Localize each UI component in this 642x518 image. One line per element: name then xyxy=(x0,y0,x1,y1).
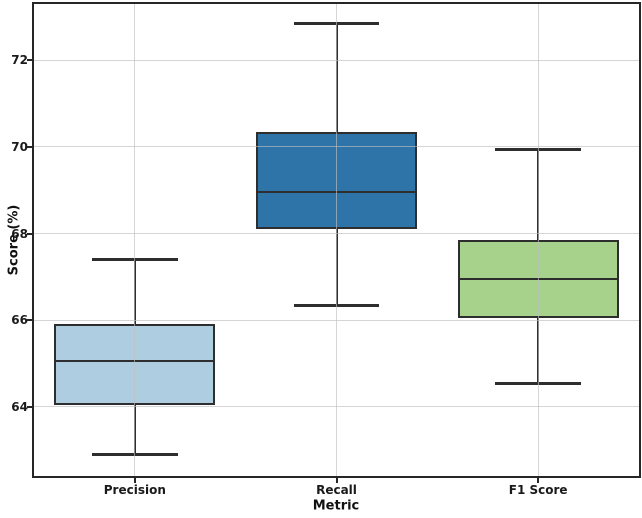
y-tick-mark xyxy=(27,405,32,408)
h-gridline xyxy=(34,406,639,408)
y-tick-label: 68 xyxy=(11,226,28,241)
median-line xyxy=(54,360,216,363)
lower-whisker xyxy=(335,229,338,305)
x-tick-mark xyxy=(335,478,338,483)
y-tick-mark xyxy=(27,319,32,322)
median-line xyxy=(457,277,619,280)
upper-whisker xyxy=(537,149,540,240)
lower-whisker-cap xyxy=(293,303,380,307)
y-tick-mark xyxy=(27,232,32,235)
x-tick-label: Precision xyxy=(103,483,166,497)
y-tick-mark xyxy=(27,59,32,62)
x-axis-label: Metric xyxy=(312,498,360,514)
y-tick-label: 70 xyxy=(11,139,28,154)
lower-whisker-cap xyxy=(495,381,581,385)
lower-whisker xyxy=(133,404,136,455)
lower-whisker xyxy=(537,317,540,383)
y-tick-label: 66 xyxy=(11,313,28,328)
median-line xyxy=(255,191,418,194)
x-tick-label: Recall xyxy=(316,483,357,497)
plot-area: 64 66 68 70 72 Precision Recall F1 Score xyxy=(11,2,641,497)
upper-whisker-cap xyxy=(495,148,581,152)
y-tick-label: 64 xyxy=(11,399,28,414)
box-recall xyxy=(255,131,418,230)
x-tick-label: F1 Score xyxy=(508,483,568,497)
x-tick-mark xyxy=(537,478,540,483)
y-tick-label: 72 xyxy=(11,53,28,68)
upper-whisker xyxy=(335,23,338,132)
lower-whisker-cap xyxy=(92,453,178,457)
x-tick-mark xyxy=(133,478,136,483)
upper-whisker-cap xyxy=(293,22,380,26)
y-tick-mark xyxy=(27,145,32,148)
h-gridline xyxy=(34,319,639,321)
box-precision xyxy=(54,324,216,405)
upper-whisker-cap xyxy=(92,258,178,262)
upper-whisker xyxy=(133,259,136,325)
